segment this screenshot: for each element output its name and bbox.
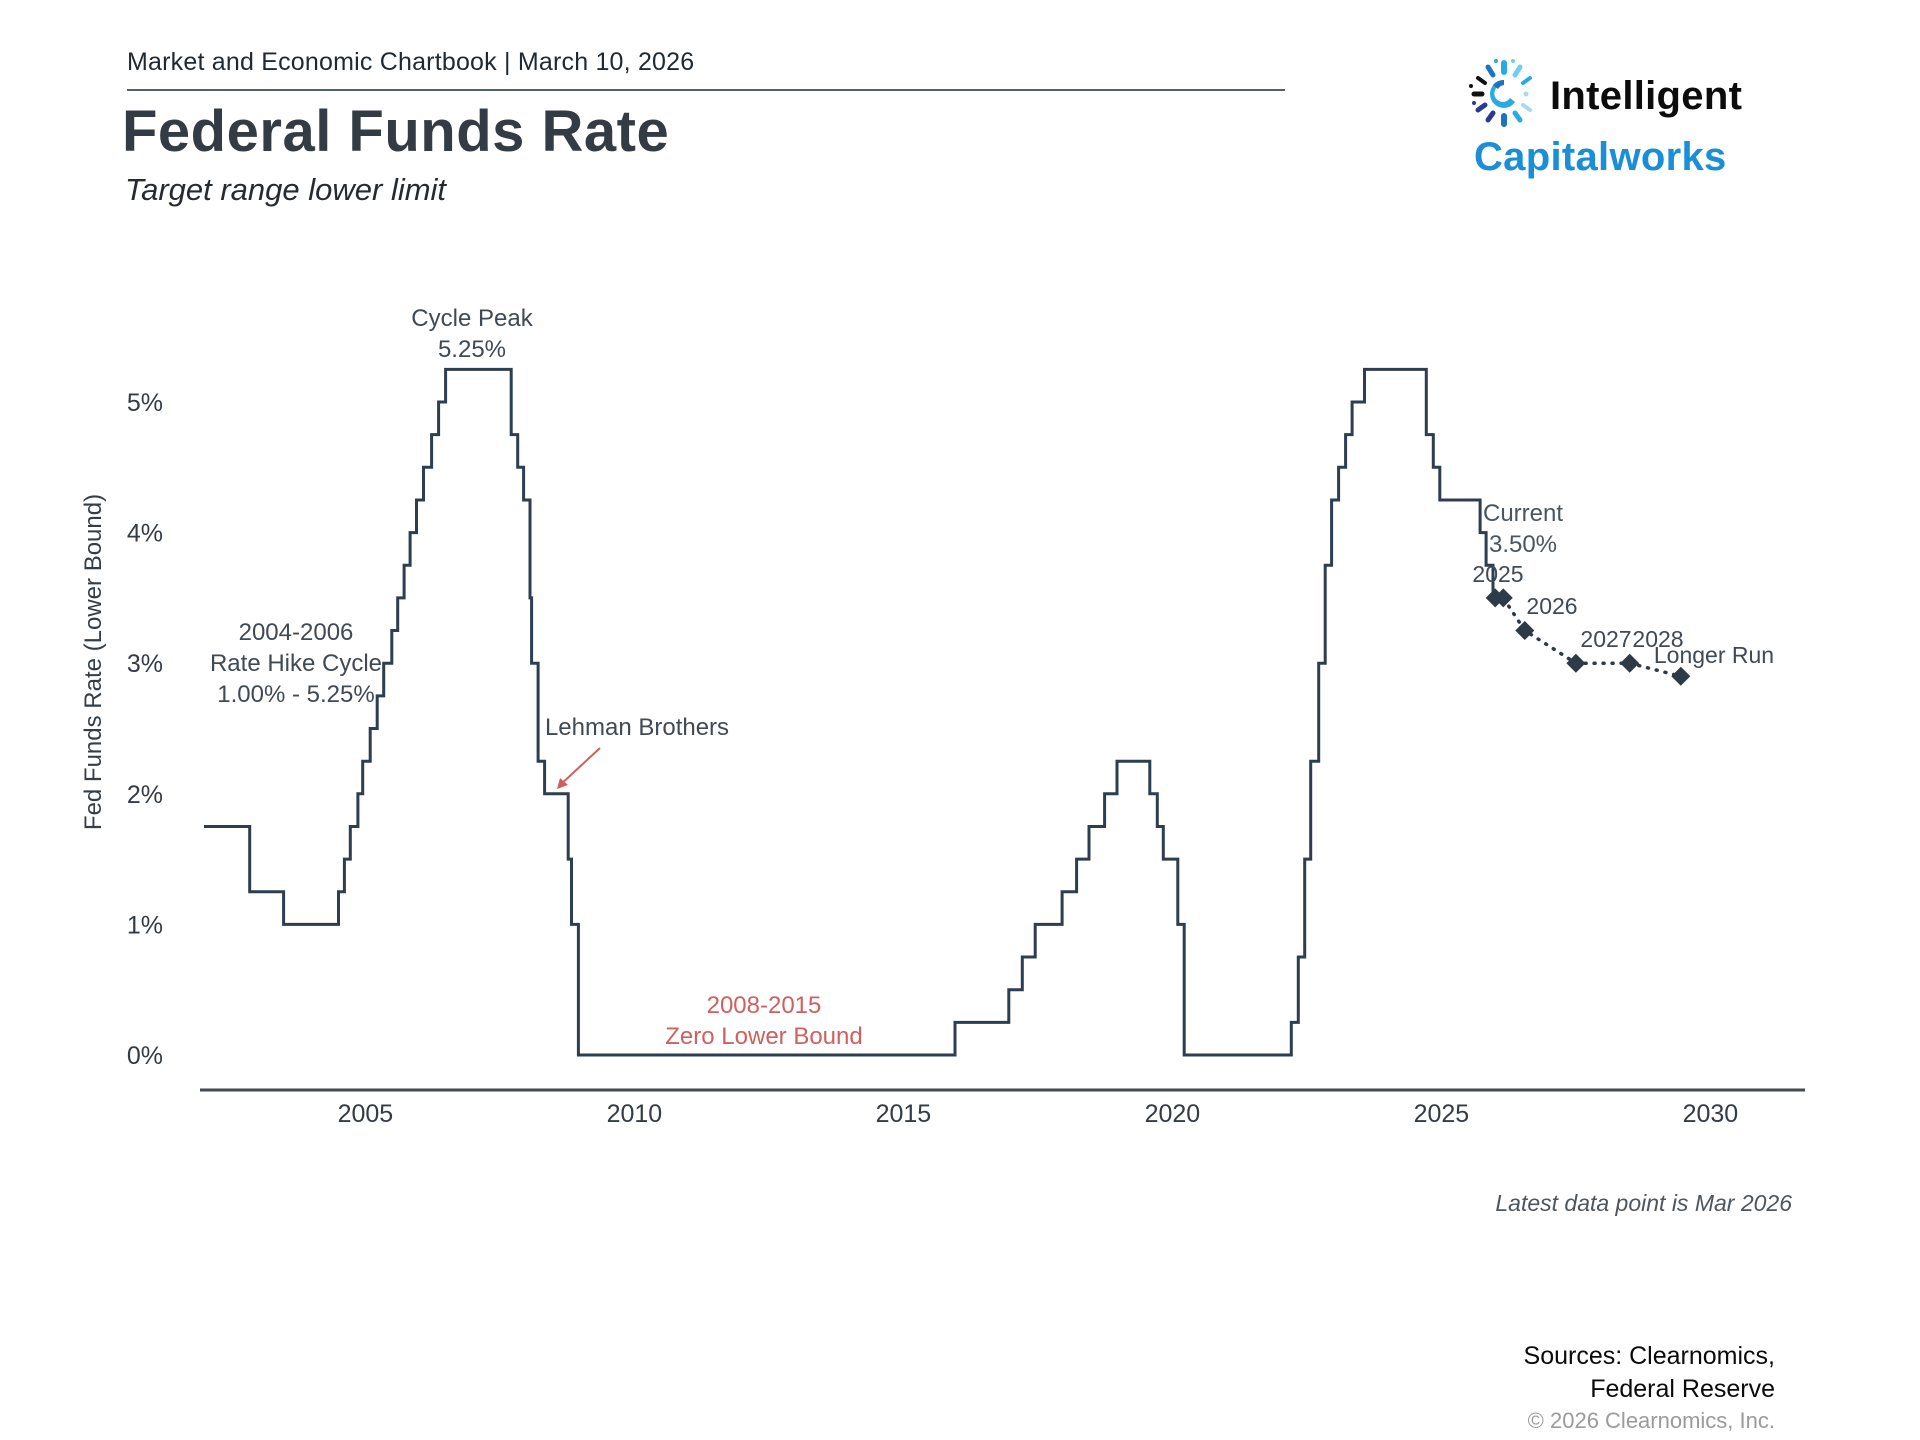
y-tick-label: 5% xyxy=(127,389,163,417)
x-tick-label: 2015 xyxy=(876,1100,932,1128)
projection-label: 2027 xyxy=(1580,626,1631,652)
x-tick-label: 2030 xyxy=(1683,1100,1739,1128)
projection-diamond xyxy=(1671,666,1691,686)
projection-diamond xyxy=(1566,653,1586,673)
x-tick-label: 2020 xyxy=(1145,1100,1201,1128)
annotation-cycle-peak: Cycle Peak 5.25% xyxy=(411,305,533,363)
y-tick-label: 4% xyxy=(127,520,163,548)
projection-label: 2028 xyxy=(1632,626,1683,652)
x-tick-label: 2025 xyxy=(1414,1100,1470,1128)
y-tick-label: 2% xyxy=(127,781,163,809)
lehman-arrow xyxy=(558,747,601,787)
lehman-arrowhead xyxy=(557,778,568,789)
header-divider xyxy=(127,89,1285,91)
report-kicker: Market and Economic Chartbook | March 10… xyxy=(127,48,695,76)
annotation-current-rate: Current 3.50% xyxy=(1482,500,1564,558)
projection-dotted-line xyxy=(1493,596,1683,679)
projection-diamond xyxy=(1493,588,1513,608)
fed-funds-step-line xyxy=(204,367,1496,1057)
y-tick-label: 1% xyxy=(127,911,163,939)
intelligent-capitalworks-burst-icon xyxy=(1468,58,1540,135)
projection-label: 2025 xyxy=(1472,561,1523,587)
page-title: Federal Funds Rate xyxy=(122,99,670,164)
copyright-note: © 2026 Clearnomics, Inc. xyxy=(1527,1408,1775,1433)
x-tick-label: 2010 xyxy=(607,1100,663,1128)
annotation-lehman-brothers: Lehman Brothers xyxy=(544,714,730,741)
annotation-zero-lower-bound: 2008-2015 Zero Lower Bound xyxy=(665,992,863,1050)
sources-note: Sources: Clearnomics, Federal Reserve xyxy=(1523,1342,1775,1403)
projection-label: 2026 xyxy=(1526,593,1577,619)
projection-diamond xyxy=(1620,653,1640,673)
x-tick-label: 2005 xyxy=(338,1100,394,1128)
y-axis-title: Fed Funds Rate (Lower Bound) xyxy=(80,494,107,830)
projection-diamond xyxy=(1515,621,1535,641)
latest-data-note: Latest data point is Mar 2026 xyxy=(1495,1190,1792,1216)
y-tick-label: 0% xyxy=(127,1042,163,1070)
logo: Intelligent Capitalworks xyxy=(1468,58,1768,180)
logo-word-capitalworks: Capitalworks xyxy=(1474,135,1727,179)
logo-word-intelligent: Intelligent xyxy=(1550,74,1743,118)
y-tick-label: 3% xyxy=(127,650,163,678)
annotation-rate-hike-cycle: 2004-2006 Rate Hike Cycle 1.00% - 5.25% xyxy=(209,619,383,708)
projection-label: Longer Run xyxy=(1654,642,1774,668)
page-subtitle: Target range lower limit xyxy=(125,172,447,207)
